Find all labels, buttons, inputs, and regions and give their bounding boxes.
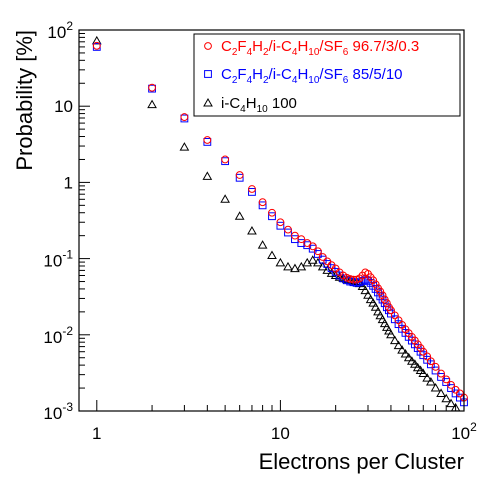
y-axis-title: Probability [%] (12, 30, 37, 171)
x-tick-label: 1 (92, 424, 101, 443)
x-tick-label: 10 (271, 424, 290, 443)
legend: C2F4H2/i-C4H10/SF6 96.7/3/0.3 C2F4H2/i-C4… (194, 34, 460, 116)
y-tick-label: 1 (64, 173, 73, 192)
x-axis-title: Electrons per Cluster (259, 449, 464, 474)
y-tick-label: 10 (54, 97, 73, 116)
